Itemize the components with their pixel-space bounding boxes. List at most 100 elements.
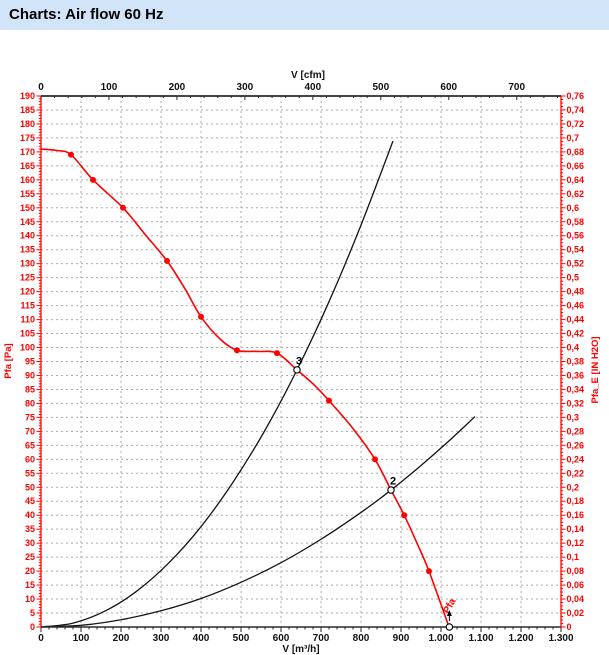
svg-text:35: 35 bbox=[25, 524, 35, 534]
svg-text:0,32: 0,32 bbox=[567, 398, 585, 408]
system-curve-shallow bbox=[40, 416, 476, 628]
svg-text:1.000: 1.000 bbox=[428, 633, 453, 644]
fan-curve-pfa-point bbox=[372, 456, 378, 463]
svg-text:160: 160 bbox=[20, 175, 35, 185]
svg-text:0,34: 0,34 bbox=[567, 384, 585, 394]
svg-text:0,7: 0,7 bbox=[567, 133, 580, 143]
svg-text:0,28: 0,28 bbox=[567, 426, 585, 436]
svg-text:0,44: 0,44 bbox=[567, 315, 585, 325]
operating-point-3 bbox=[293, 366, 301, 374]
svg-text:110: 110 bbox=[20, 315, 35, 325]
svg-text:155: 155 bbox=[20, 189, 35, 199]
right-axis-label: Pfa_E [IN H2O] bbox=[590, 336, 601, 403]
svg-text:200: 200 bbox=[113, 633, 130, 644]
svg-text:70: 70 bbox=[25, 426, 35, 436]
axis-names: V [cfm] V [m³/h] Pfa [Pa] Pfa_E [IN H2O] bbox=[3, 70, 601, 655]
svg-text:0,42: 0,42 bbox=[567, 329, 585, 339]
svg-text:145: 145 bbox=[20, 217, 35, 227]
svg-text:40: 40 bbox=[25, 510, 35, 520]
svg-text:400: 400 bbox=[193, 633, 210, 644]
svg-text:180: 180 bbox=[20, 119, 35, 129]
top-axis-label: V [cfm] bbox=[291, 70, 325, 81]
svg-text:5: 5 bbox=[30, 608, 35, 618]
svg-text:0,18: 0,18 bbox=[567, 496, 585, 506]
annotations: Pfa bbox=[441, 596, 459, 621]
svg-text:0,76: 0,76 bbox=[567, 91, 585, 101]
svg-text:0,14: 0,14 bbox=[567, 524, 585, 534]
svg-text:0,56: 0,56 bbox=[567, 231, 585, 241]
svg-text:165: 165 bbox=[20, 161, 35, 171]
svg-text:50: 50 bbox=[25, 482, 35, 492]
svg-text:0,04: 0,04 bbox=[567, 594, 585, 604]
svg-text:190: 190 bbox=[20, 91, 35, 101]
svg-text:600: 600 bbox=[440, 82, 457, 93]
fan-curve-pfa-point bbox=[401, 512, 408, 519]
svg-text:0,58: 0,58 bbox=[567, 217, 585, 227]
svg-text:300: 300 bbox=[237, 82, 254, 93]
svg-text:135: 135 bbox=[20, 245, 35, 255]
svg-text:25: 25 bbox=[25, 552, 35, 562]
svg-text:15: 15 bbox=[25, 580, 35, 590]
svg-text:0,12: 0,12 bbox=[567, 538, 585, 548]
svg-text:500: 500 bbox=[372, 82, 389, 93]
svg-text:10: 10 bbox=[25, 594, 35, 604]
svg-text:1.200: 1.200 bbox=[508, 633, 533, 644]
svg-text:0: 0 bbox=[38, 82, 44, 93]
grid bbox=[41, 96, 561, 627]
svg-text:60: 60 bbox=[25, 454, 35, 464]
svg-text:0,6: 0,6 bbox=[567, 203, 580, 213]
svg-text:0,3: 0,3 bbox=[567, 412, 580, 422]
svg-text:130: 130 bbox=[20, 259, 35, 269]
svg-text:600: 600 bbox=[273, 633, 290, 644]
svg-text:100: 100 bbox=[101, 82, 118, 93]
svg-text:20: 20 bbox=[25, 566, 35, 576]
svg-text:300: 300 bbox=[153, 633, 170, 644]
system-curve-steep bbox=[40, 140, 394, 628]
svg-text:0: 0 bbox=[38, 633, 44, 644]
svg-text:100: 100 bbox=[73, 633, 90, 644]
operating-points: 32 bbox=[293, 355, 454, 631]
svg-text:175: 175 bbox=[20, 133, 35, 143]
svg-text:0,36: 0,36 bbox=[567, 370, 585, 380]
svg-text:700: 700 bbox=[313, 633, 330, 644]
svg-text:120: 120 bbox=[20, 287, 35, 297]
svg-text:105: 105 bbox=[20, 329, 35, 339]
svg-text:0,52: 0,52 bbox=[567, 259, 585, 269]
operating-point-end bbox=[445, 623, 454, 631]
svg-text:150: 150 bbox=[20, 203, 35, 213]
svg-text:125: 125 bbox=[20, 273, 35, 283]
fan-curve-pfa-point bbox=[274, 350, 280, 357]
svg-text:0,24: 0,24 bbox=[567, 454, 585, 464]
svg-text:140: 140 bbox=[20, 231, 35, 241]
svg-text:500: 500 bbox=[233, 633, 250, 644]
axis-tick-labels: 0 100 200 300 400 500 600 700 800 900 1.000 1.100 1.… bbox=[20, 82, 584, 644]
svg-text:0,62: 0,62 bbox=[567, 189, 585, 199]
svg-text:90: 90 bbox=[25, 370, 35, 380]
svg-text:0,68: 0,68 bbox=[567, 147, 585, 157]
fan-curve-pfa-point bbox=[90, 176, 96, 183]
svg-text:0,46: 0,46 bbox=[567, 301, 585, 311]
svg-text:0,38: 0,38 bbox=[567, 357, 585, 367]
svg-text:0,06: 0,06 bbox=[567, 580, 585, 590]
axes bbox=[36, 95, 566, 632]
curves bbox=[40, 140, 476, 628]
svg-text:0: 0 bbox=[567, 622, 572, 632]
svg-text:0,22: 0,22 bbox=[567, 468, 585, 478]
svg-text:95: 95 bbox=[25, 357, 35, 367]
svg-text:45: 45 bbox=[25, 496, 35, 506]
svg-text:0,02: 0,02 bbox=[567, 608, 585, 618]
svg-text:900: 900 bbox=[393, 633, 410, 644]
svg-text:0,08: 0,08 bbox=[567, 566, 585, 576]
page-title-bar: Charts: Air flow 60 Hz bbox=[0, 0, 609, 30]
svg-text:0,1: 0,1 bbox=[567, 552, 580, 562]
svg-text:0,48: 0,48 bbox=[567, 287, 585, 297]
fan-curve-pfa-point bbox=[120, 204, 126, 211]
svg-text:0,66: 0,66 bbox=[567, 161, 585, 171]
svg-text:0,26: 0,26 bbox=[567, 440, 585, 450]
svg-text:0: 0 bbox=[30, 622, 35, 632]
svg-text:0,54: 0,54 bbox=[567, 245, 585, 255]
svg-text:0,74: 0,74 bbox=[567, 105, 585, 115]
fan-curve-pfa-point bbox=[198, 313, 204, 320]
